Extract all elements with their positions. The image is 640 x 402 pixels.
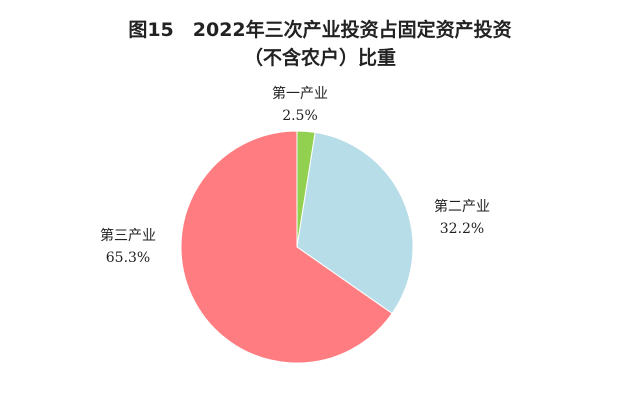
slice-value-label: 65.3%: [106, 250, 150, 266]
chart-subtitle: （不含农户）比重: [244, 46, 396, 69]
slice-value-label: 32.2%: [440, 221, 484, 237]
slice-value-label: 2.5%: [282, 108, 318, 124]
slice-label: 第一产业: [272, 85, 328, 102]
chart-title: 图15 2022年三次产业投资占固定资产投资: [128, 18, 511, 41]
pie-slice: [180, 130, 393, 364]
slice-label: 第二产业: [434, 198, 490, 215]
slice-label: 第三产业: [100, 227, 156, 244]
pie-slice: [296, 131, 414, 315]
